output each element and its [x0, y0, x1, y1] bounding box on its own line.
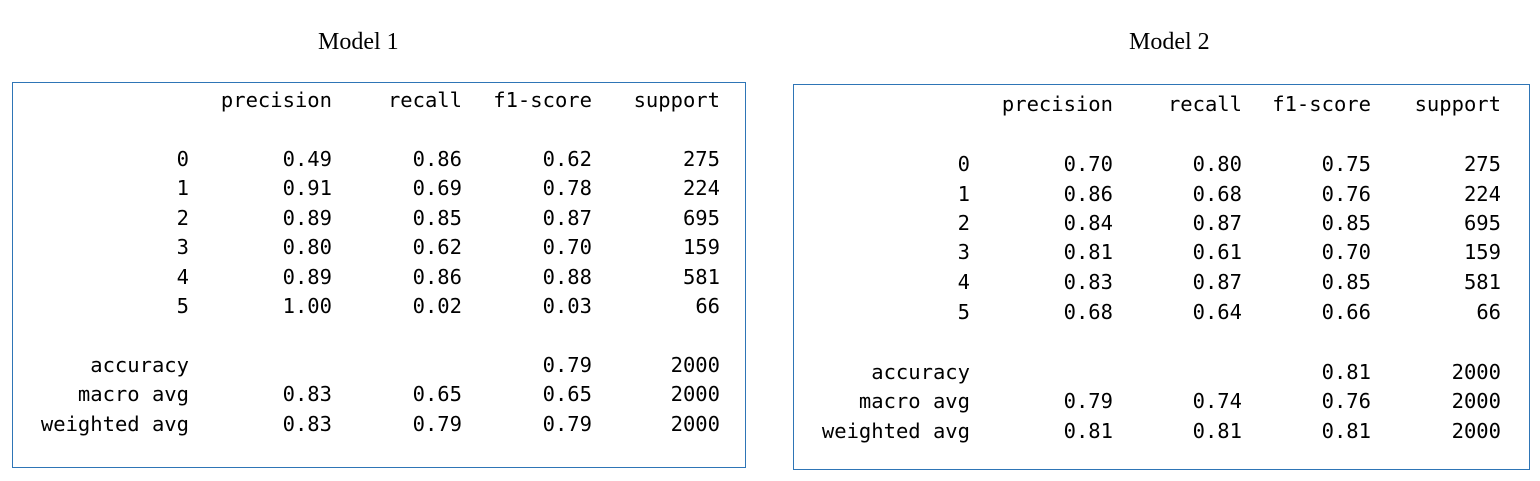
summary-label: weighted avg [821, 419, 970, 443]
cell-f1-score: 0.03 [542, 294, 592, 318]
cell-f1-score: 0.75 [1321, 152, 1371, 176]
header-precision: precision [1001, 92, 1113, 116]
row-label: 4 [957, 270, 970, 294]
cell-f1-score: 0.87 [542, 206, 592, 230]
cell-recall: 0.74 [1192, 389, 1242, 413]
model-2-report-box: precision recall f1-score support 0 0.70 0.80 0… [793, 84, 1530, 470]
cell-precision: 0.68 [1063, 300, 1113, 324]
cell-recall: 0.02 [412, 294, 462, 318]
cell-support: 2000 [670, 412, 720, 436]
cell-f1-score: 0.78 [542, 176, 592, 200]
cell-precision: 0.79 [1063, 389, 1113, 413]
cell-precision: 0.89 [282, 206, 332, 230]
cell-support: 2000 [670, 353, 720, 377]
summary-label: accuracy [871, 360, 970, 384]
model-2-title: Model 2 [1129, 29, 1210, 55]
model-1-report-box: precision recall f1-score support 0 0.49 0.86 0… [12, 82, 746, 468]
cell-f1-score: 0.76 [1321, 389, 1371, 413]
cell-support: 2000 [1451, 419, 1501, 443]
cell-support: 695 [1463, 211, 1501, 235]
cell-f1-score: 0.88 [542, 265, 592, 289]
cell-support: 2000 [1451, 389, 1501, 413]
summary-label: weighted avg [40, 412, 189, 436]
row-label: 2 [176, 206, 189, 230]
row-label: 1 [176, 176, 189, 200]
cell-precision: 0.83 [282, 382, 332, 406]
cell-support: 275 [1463, 152, 1501, 176]
cell-recall: 0.79 [412, 412, 462, 436]
cell-f1-score: 0.81 [1321, 419, 1371, 443]
cell-recall: 0.87 [1192, 270, 1242, 294]
cell-f1-score: 0.70 [542, 235, 592, 259]
row-label: 2 [957, 211, 970, 235]
cell-f1-score: 0.66 [1321, 300, 1371, 324]
cell-support: 581 [682, 265, 720, 289]
header-recall: recall [387, 88, 462, 112]
cell-f1-score: 0.85 [1321, 270, 1371, 294]
cell-support: 2000 [1451, 360, 1501, 384]
row-label: 3 [957, 240, 970, 264]
summary-label: macro avg [77, 382, 189, 406]
cell-recall: 0.80 [1192, 152, 1242, 176]
row-label: 4 [176, 265, 189, 289]
cell-f1-score: 0.81 [1321, 360, 1371, 384]
cell-precision: 0.89 [282, 265, 332, 289]
row-label: 5 [957, 300, 970, 324]
cell-f1-score: 0.76 [1321, 182, 1371, 206]
cell-precision: 0.91 [282, 176, 332, 200]
model-1-title: Model 1 [318, 29, 399, 55]
cell-support: 159 [682, 235, 720, 259]
cell-recall: 0.62 [412, 235, 462, 259]
cell-support: 581 [1463, 270, 1501, 294]
header-f1-score: f1-score [493, 88, 592, 112]
cell-precision: 1.00 [282, 294, 332, 318]
cell-precision: 0.49 [282, 147, 332, 171]
summary-label: macro avg [858, 389, 970, 413]
header-precision: precision [220, 88, 332, 112]
cell-recall: 0.81 [1192, 419, 1242, 443]
cell-recall: 0.86 [412, 147, 462, 171]
summary-label: accuracy [90, 353, 189, 377]
row-label: 5 [176, 294, 189, 318]
cell-recall: 0.85 [412, 206, 462, 230]
cell-precision: 0.86 [1063, 182, 1113, 206]
cell-recall: 0.68 [1192, 182, 1242, 206]
cell-f1-score: 0.70 [1321, 240, 1371, 264]
cell-f1-score: 0.79 [542, 412, 592, 436]
header-f1-score: f1-score [1272, 92, 1371, 116]
cell-recall: 0.69 [412, 176, 462, 200]
header-support: support [1414, 92, 1501, 116]
cell-precision: 0.83 [1063, 270, 1113, 294]
row-label: 3 [176, 235, 189, 259]
row-label: 0 [957, 152, 970, 176]
cell-precision: 0.70 [1063, 152, 1113, 176]
cell-support: 695 [682, 206, 720, 230]
cell-f1-score: 0.79 [542, 353, 592, 377]
cell-f1-score: 0.85 [1321, 211, 1371, 235]
row-label: 1 [957, 182, 970, 206]
cell-recall: 0.64 [1192, 300, 1242, 324]
cell-support: 224 [1463, 182, 1501, 206]
cell-f1-score: 0.65 [542, 382, 592, 406]
cell-precision: 0.81 [1063, 419, 1113, 443]
cell-recall: 0.65 [412, 382, 462, 406]
row-label: 0 [176, 147, 189, 171]
cell-support: 66 [695, 294, 720, 318]
cell-support: 275 [682, 147, 720, 171]
header-recall: recall [1167, 92, 1242, 116]
cell-precision: 0.80 [282, 235, 332, 259]
cell-f1-score: 0.62 [542, 147, 592, 171]
cell-precision: 0.81 [1063, 240, 1113, 264]
cell-recall: 0.86 [412, 265, 462, 289]
cell-support: 224 [682, 176, 720, 200]
cell-precision: 0.84 [1063, 211, 1113, 235]
cell-support: 66 [1476, 300, 1501, 324]
cell-support: 2000 [670, 382, 720, 406]
cell-support: 159 [1463, 240, 1501, 264]
cell-recall: 0.87 [1192, 211, 1242, 235]
cell-recall: 0.61 [1192, 240, 1242, 264]
cell-precision: 0.83 [282, 412, 332, 436]
header-support: support [633, 88, 720, 112]
